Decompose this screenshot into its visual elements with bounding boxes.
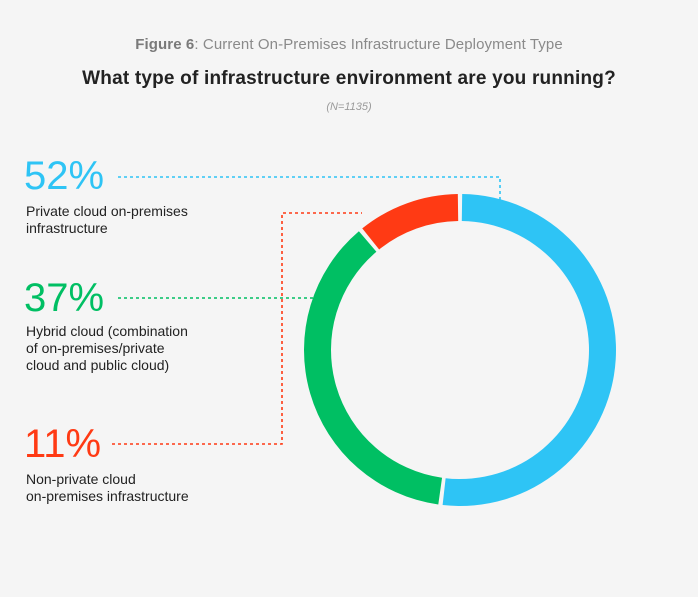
legend-hybrid-line-2: of on-premises/private	[26, 340, 165, 356]
figure-number: Figure 6	[135, 36, 195, 53]
figure-caption: Figure 6: Current On-Premises Infrastruc…	[0, 36, 698, 53]
leader-nonprivate	[112, 212, 362, 445]
legend-hybrid-line-1: Hybrid cloud (combination	[26, 323, 188, 339]
leader-private	[118, 176, 501, 200]
legend-nonprivate-percent: 11%	[24, 422, 102, 466]
slice-private	[442, 194, 616, 507]
legend-nonprivate-line-1: Non-private cloud	[26, 471, 136, 487]
legend-private-label: Private cloud on-premises infrastructure	[26, 203, 188, 237]
slice-nonprivate	[362, 194, 459, 250]
legend-hybrid-percent: 37%	[24, 276, 105, 320]
chart-title: What type of infrastructure environment …	[82, 68, 616, 89]
legend-private-line-2: infrastructure	[26, 220, 108, 236]
legend-nonprivate-line-2: on-premises infrastructure	[26, 488, 189, 504]
sample-size: (N=1135)	[326, 101, 372, 113]
figure-caption-text: : Current On-Premises Infrastructure Dep…	[194, 36, 563, 53]
legend-private-line-1: Private cloud on-premises	[26, 203, 188, 219]
legend-private-percent: 52%	[24, 154, 105, 198]
legend-hybrid-line-3: cloud and public cloud)	[26, 357, 170, 373]
legend-hybrid-label: Hybrid cloud (combination of on-premises…	[26, 323, 188, 374]
legend-nonprivate-label: Non-private cloud on-premises infrastruc…	[26, 471, 189, 505]
slice-hybrid	[303, 231, 443, 505]
